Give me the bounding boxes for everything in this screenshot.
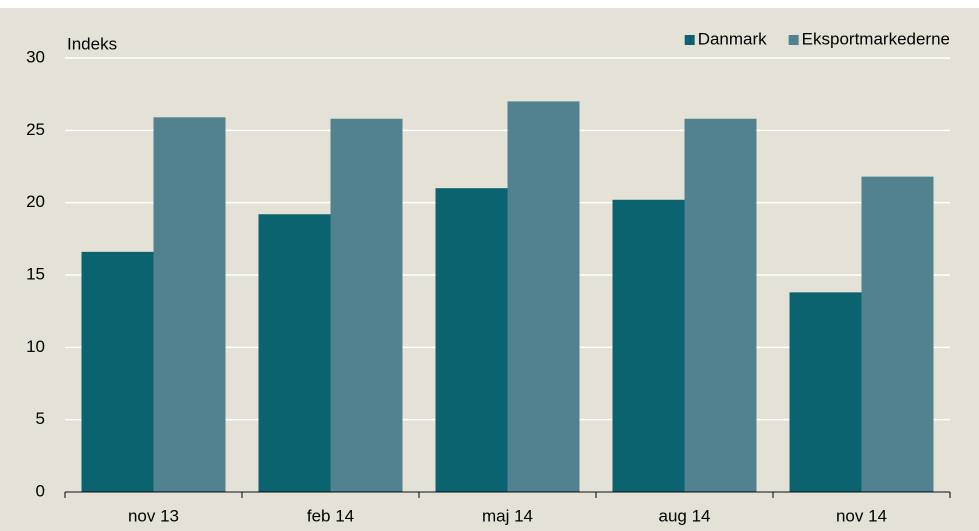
x-tick-label: feb 14 [307, 506, 354, 525]
y-tick-label: 25 [26, 120, 45, 139]
x-tick-label: nov 13 [128, 506, 179, 525]
bar [81, 251, 154, 492]
y-tick-label: 15 [26, 264, 45, 283]
bar [612, 199, 685, 493]
bar [153, 117, 226, 493]
y-tick-label: 0 [36, 481, 45, 500]
bar [258, 214, 331, 493]
x-tick-label: nov 14 [836, 506, 887, 525]
bar [507, 101, 580, 493]
legend-label: Danmark [698, 29, 767, 48]
bar [435, 188, 508, 492]
legend-swatch [684, 35, 695, 45]
legend-label: Eksportmarkederne [802, 29, 950, 48]
bar [330, 118, 403, 492]
y-tick-label: 20 [26, 192, 45, 211]
x-tick-label: aug 14 [659, 506, 711, 525]
y-axis-label: Indeks [67, 34, 117, 53]
bar [684, 118, 757, 492]
bar [861, 176, 934, 493]
y-tick-label: 5 [36, 409, 45, 428]
y-tick-label: 30 [26, 47, 45, 66]
legend-swatch [788, 35, 799, 45]
x-tick-label: maj 14 [482, 506, 533, 525]
bar [789, 292, 862, 492]
y-tick-label: 10 [26, 337, 45, 356]
